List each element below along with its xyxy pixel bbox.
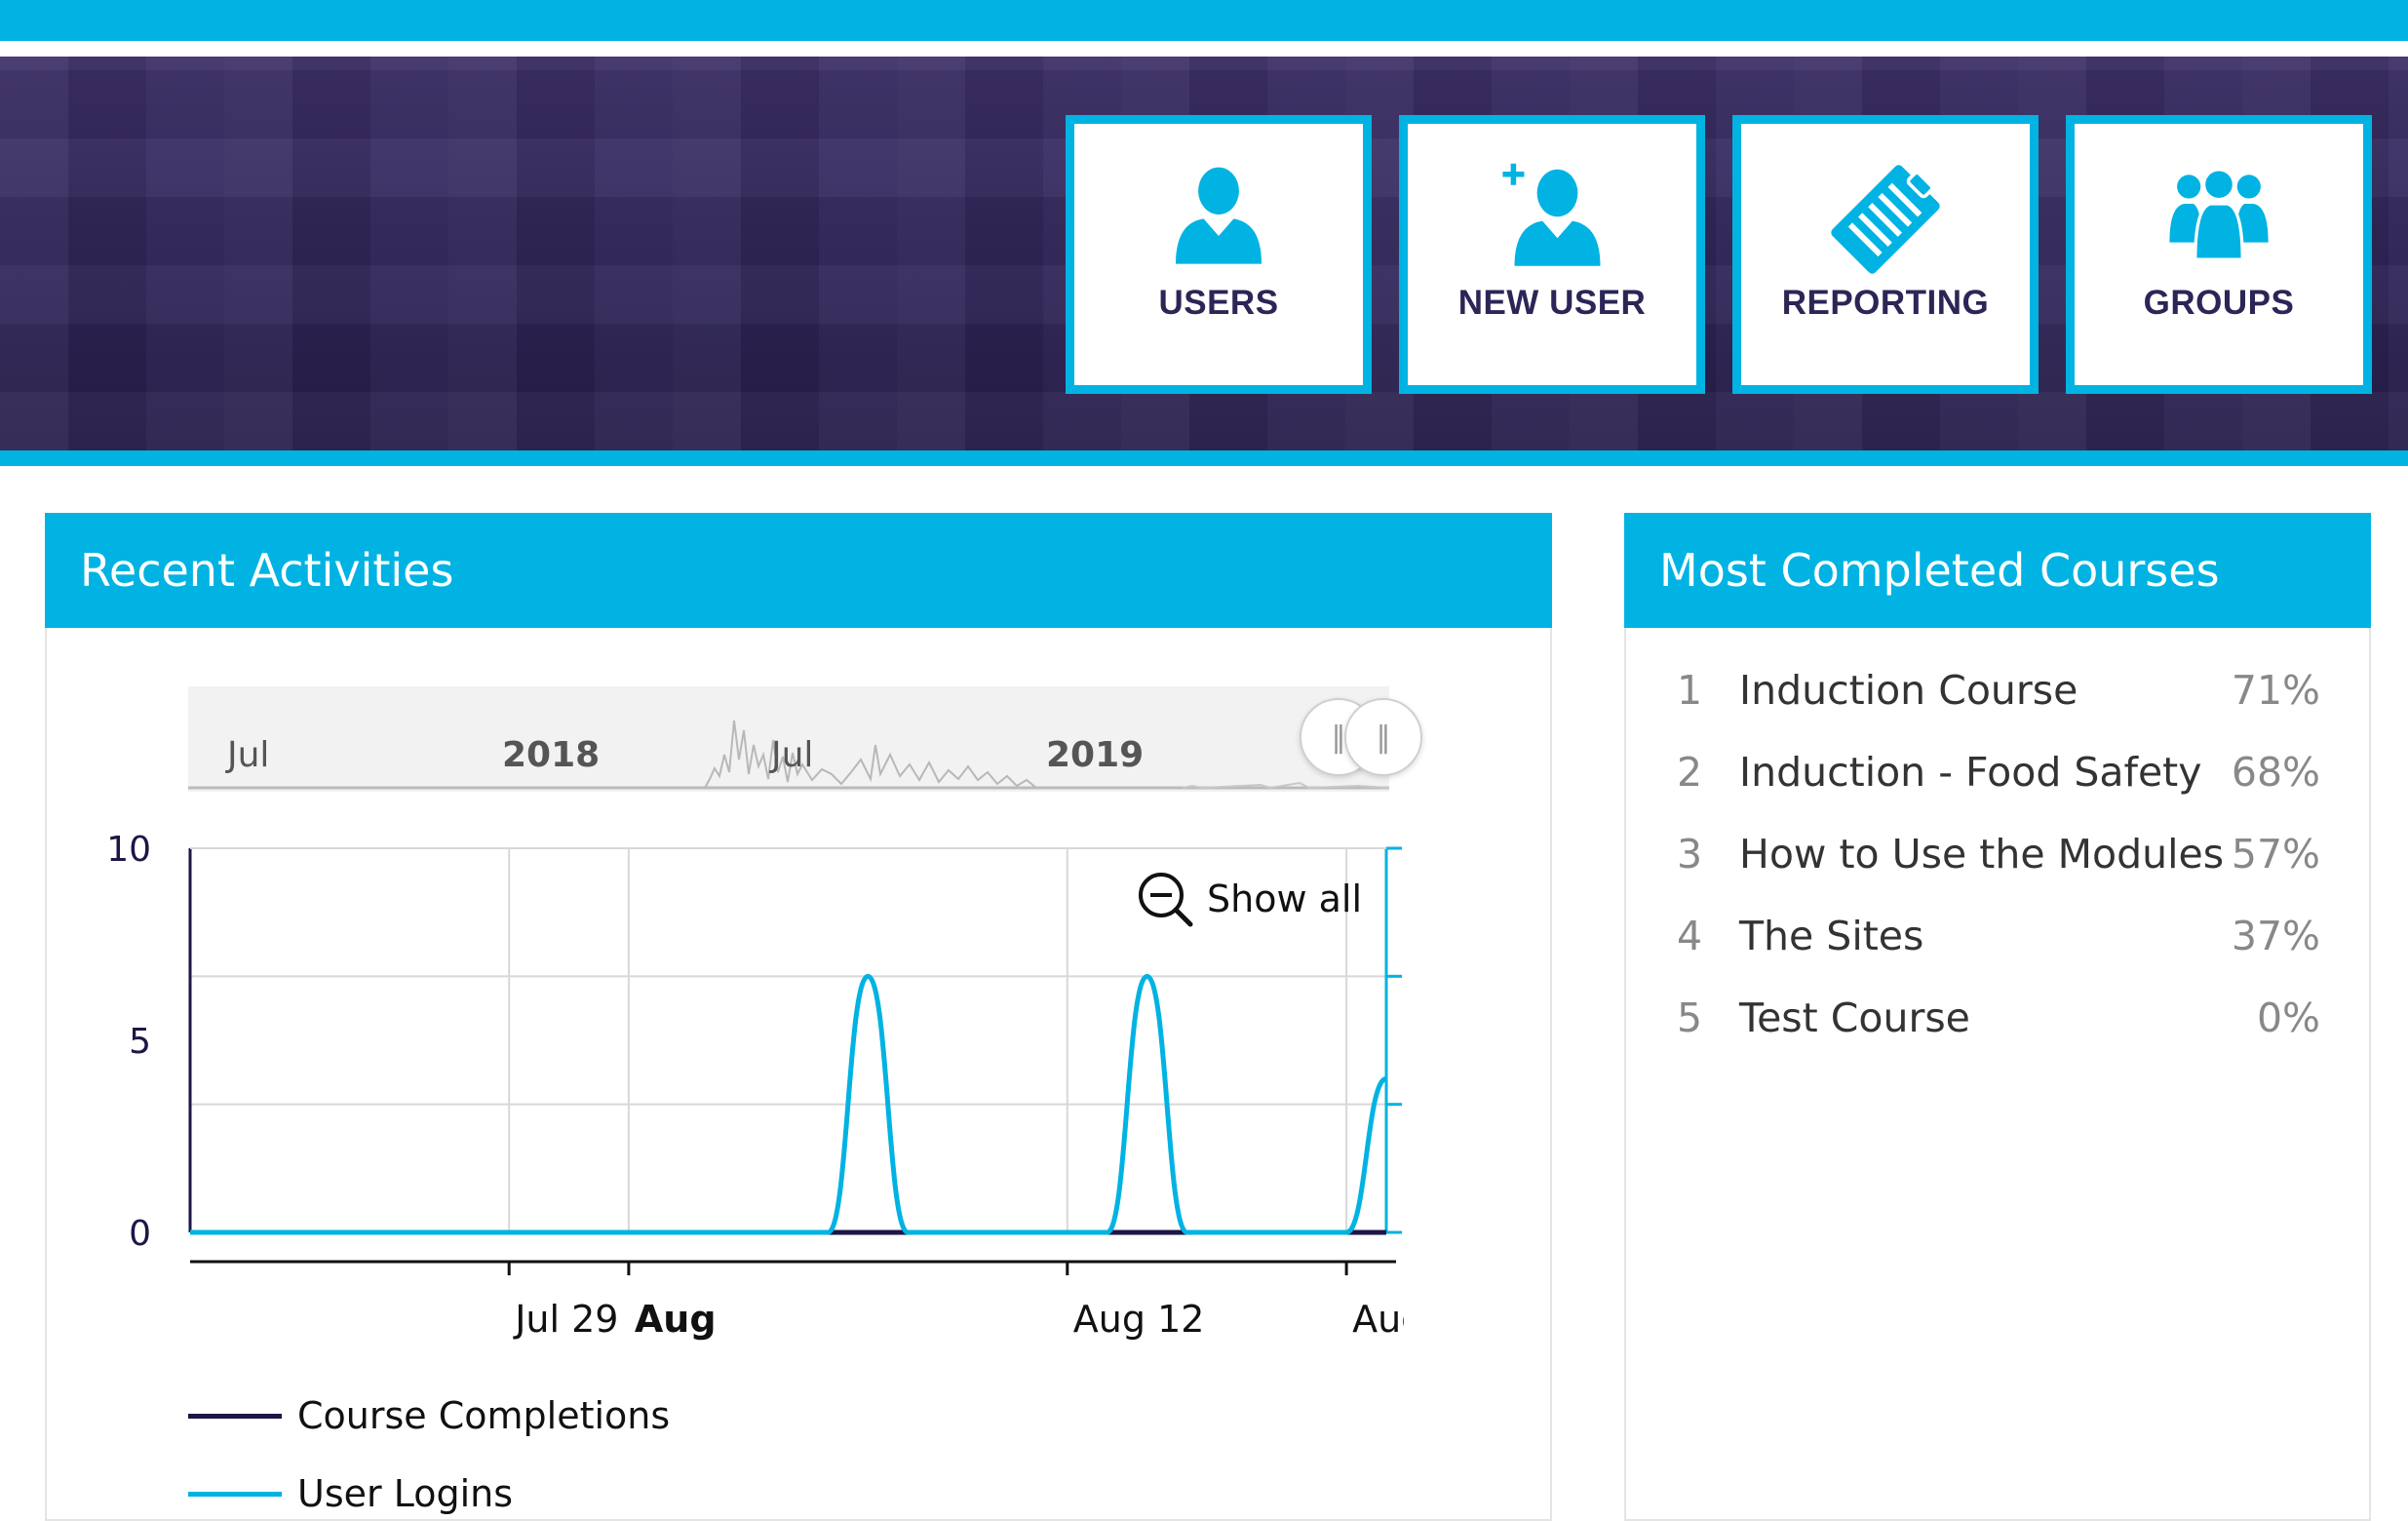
course-list-item[interactable]: 1 Induction Course 71% bbox=[1677, 661, 2320, 720]
recent-activities-panel: Recent Activities bbox=[45, 513, 1552, 1521]
show-all-button[interactable]: Show all bbox=[1137, 870, 1362, 928]
course-list-item[interactable]: 2 Induction - Food Safety 68% bbox=[1677, 743, 2320, 801]
x-tick-label: Jul 29 bbox=[513, 1298, 618, 1341]
chart-navigator[interactable]: Jul 2018 Jul 2019 ‖ ‖ bbox=[188, 686, 1422, 792]
recent-activities-title: Recent Activities bbox=[45, 513, 1552, 628]
navigator-label: Jul bbox=[771, 735, 814, 775]
report-clipboard-icon bbox=[1831, 165, 1940, 274]
course-list-item[interactable]: 3 How to Use the Modules 57% bbox=[1677, 825, 2320, 883]
course-list-item[interactable]: 4 The Sites 37% bbox=[1677, 907, 2320, 965]
course-rank: 1 bbox=[1677, 667, 1703, 714]
course-percent: 68% bbox=[2231, 749, 2320, 796]
show-all-label: Show all bbox=[1207, 878, 1363, 920]
course-name: How to Use the Modules bbox=[1739, 831, 2225, 878]
groups-tile-button[interactable]: GROUPS bbox=[2066, 115, 2372, 394]
legend-swatch bbox=[188, 1413, 282, 1419]
add-user-icon bbox=[1502, 163, 1601, 266]
x-tick-label: Aug bbox=[635, 1298, 717, 1341]
course-list-item[interactable]: 5 Test Course 0% bbox=[1677, 989, 2320, 1047]
left-axis-tick-label: 10 bbox=[106, 830, 151, 870]
course-percent: 37% bbox=[2231, 913, 2320, 959]
zoom-out-icon bbox=[1139, 873, 1193, 927]
navigator-label: 2018 bbox=[502, 735, 601, 775]
navigator-label: Jul bbox=[227, 735, 270, 775]
left-axis-tick-label: 5 bbox=[129, 1022, 151, 1062]
most-completed-courses-title: Most Completed Courses bbox=[1624, 513, 2371, 628]
course-name: Test Course bbox=[1739, 994, 1970, 1041]
reporting-tile-button[interactable]: REPORTING bbox=[1732, 115, 2039, 394]
legend-label: Course Completions bbox=[297, 1394, 671, 1437]
legend-user-logins[interactable]: User Logins bbox=[188, 1472, 513, 1515]
left-axis-tick-label: 0 bbox=[129, 1214, 151, 1254]
navigator-label: 2019 bbox=[1046, 735, 1145, 775]
group-icon bbox=[2169, 168, 2269, 261]
legend-course-completions[interactable]: Course Completions bbox=[188, 1394, 670, 1437]
legend-swatch bbox=[188, 1491, 282, 1497]
new-user-tile-label: NEW USER bbox=[1457, 284, 1647, 322]
users-tile-label: USERS bbox=[1158, 284, 1279, 322]
x-tick-label: Aug 12 bbox=[1073, 1298, 1205, 1341]
course-name: Induction Course bbox=[1739, 667, 2078, 714]
course-name: The Sites bbox=[1739, 913, 1924, 959]
navigator-sparkline bbox=[188, 720, 1389, 790]
course-rank: 5 bbox=[1677, 994, 1703, 1041]
user-icon bbox=[1176, 167, 1262, 264]
course-percent: 71% bbox=[2231, 667, 2320, 714]
course-rank: 4 bbox=[1677, 913, 1703, 959]
new-user-tile-button[interactable]: NEW USER bbox=[1399, 115, 1705, 394]
banner-accent-line bbox=[0, 450, 2408, 466]
series-line-user-logins bbox=[190, 973, 1388, 1235]
x-tick-label: Aug 19 bbox=[1352, 1298, 1404, 1341]
groups-tile-label: GROUPS bbox=[2143, 284, 2295, 322]
legend-label: User Logins bbox=[297, 1472, 514, 1515]
top-accent-bar bbox=[0, 0, 2408, 41]
course-name: Induction - Food Safety bbox=[1739, 749, 2202, 796]
reporting-tile-label: REPORTING bbox=[1781, 284, 1990, 322]
most-completed-courses-panel: Most Completed Courses bbox=[1624, 513, 2371, 1521]
course-rank: 3 bbox=[1677, 831, 1703, 878]
users-tile-button[interactable]: USERS bbox=[1066, 115, 1372, 394]
course-percent: 0% bbox=[2256, 994, 2320, 1041]
course-percent: 57% bbox=[2231, 831, 2320, 878]
navigator-right-handle[interactable]: ‖ bbox=[1344, 698, 1422, 776]
course-rank: 2 bbox=[1677, 749, 1703, 796]
